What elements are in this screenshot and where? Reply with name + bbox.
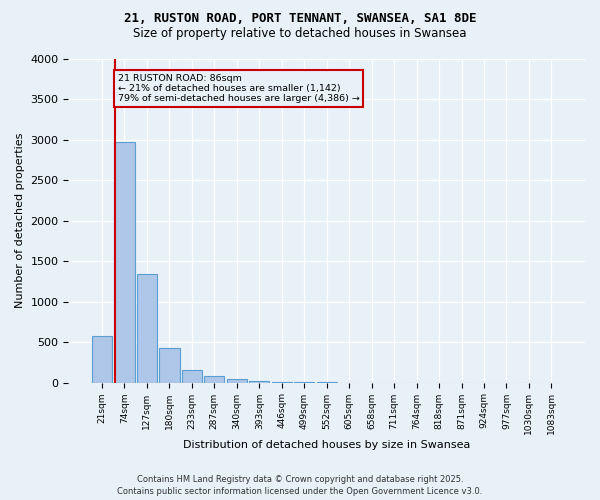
Text: Size of property relative to detached houses in Swansea: Size of property relative to detached ho… — [133, 28, 467, 40]
Bar — [115, 142, 134, 382]
Bar — [137, 274, 157, 382]
Text: 21 RUSTON ROAD: 86sqm
← 21% of detached houses are smaller (1,142)
79% of semi-d: 21 RUSTON ROAD: 86sqm ← 21% of detached … — [118, 74, 359, 104]
Bar — [227, 379, 247, 382]
Bar — [159, 348, 179, 382]
Text: 21, RUSTON ROAD, PORT TENNANT, SWANSEA, SA1 8DE: 21, RUSTON ROAD, PORT TENNANT, SWANSEA, … — [124, 12, 476, 26]
Y-axis label: Number of detached properties: Number of detached properties — [15, 133, 25, 308]
Text: Contains HM Land Registry data © Crown copyright and database right 2025.: Contains HM Land Registry data © Crown c… — [137, 475, 463, 484]
X-axis label: Distribution of detached houses by size in Swansea: Distribution of detached houses by size … — [183, 440, 470, 450]
Bar — [92, 336, 112, 382]
Bar — [182, 370, 202, 382]
Bar — [204, 376, 224, 382]
Text: Contains public sector information licensed under the Open Government Licence v3: Contains public sector information licen… — [118, 487, 482, 496]
